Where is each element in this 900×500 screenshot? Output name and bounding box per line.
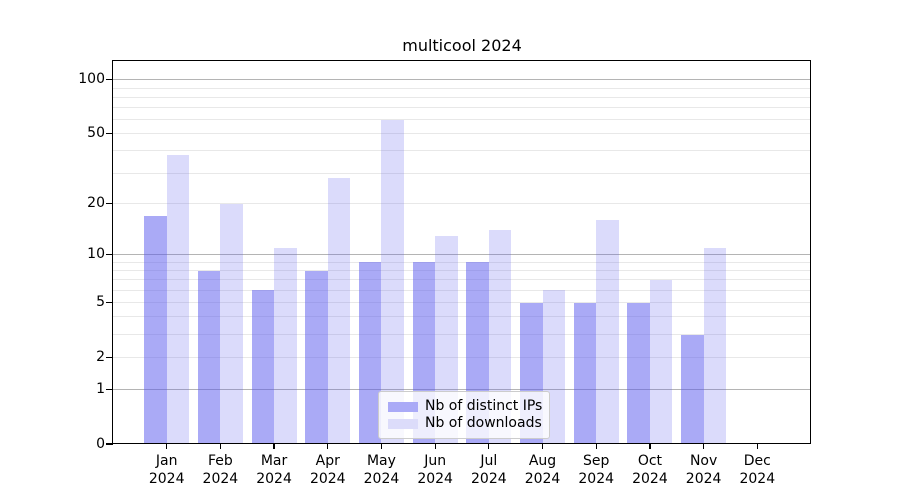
y-tick xyxy=(106,356,113,358)
bar-downloads-mar xyxy=(274,247,297,444)
x-tick-label: May 2024 xyxy=(363,453,400,487)
x-tick-label: Dec 2024 xyxy=(739,453,776,487)
x-tick-label: Oct 2024 xyxy=(632,453,668,487)
minor-gridline xyxy=(113,133,811,135)
legend-entry-downloads: Nb of downloads xyxy=(388,415,542,431)
y-tick-label: 10 xyxy=(87,246,105,263)
y-tick xyxy=(106,443,113,445)
y-tick xyxy=(106,301,113,304)
minor-gridline xyxy=(113,96,811,98)
y-tick-label: 20 xyxy=(87,195,105,212)
bar-distinct-ips-may xyxy=(358,262,382,444)
bar-downloads-jan xyxy=(166,154,190,444)
minor-gridline xyxy=(113,289,811,291)
minor-gridline xyxy=(113,261,811,263)
y-tick-label: 2 xyxy=(96,348,105,365)
y-tick-label: 100 xyxy=(78,71,105,88)
y-tick-label: 50 xyxy=(87,125,105,142)
legend-label-distinct-ips: Nb of distinct IPs xyxy=(425,398,543,414)
x-tick xyxy=(219,444,222,449)
bar-downloads-apr xyxy=(327,178,351,444)
x-tick xyxy=(327,444,329,449)
minor-gridline xyxy=(113,119,811,121)
x-tick-label: Jun 2024 xyxy=(417,453,453,487)
x-tick xyxy=(649,444,651,449)
x-tick xyxy=(702,444,705,449)
x-tick-label: Apr 2024 xyxy=(309,453,346,487)
y-tick xyxy=(106,254,113,256)
y-tick xyxy=(106,203,113,205)
bar-downloads-oct xyxy=(649,279,673,444)
bar-distinct-ips-apr xyxy=(305,270,328,444)
bar-distinct-ips-nov xyxy=(681,334,704,444)
y-tick-label: 1 xyxy=(96,380,105,397)
major-gridline xyxy=(113,254,811,256)
x-tick-label: Nov 2024 xyxy=(685,453,722,487)
minor-gridline xyxy=(113,172,811,174)
x-tick xyxy=(380,444,383,449)
x-tick xyxy=(273,444,275,449)
bar-downloads-jul xyxy=(488,230,512,444)
x-tick xyxy=(541,444,544,449)
plot-area xyxy=(113,61,811,444)
x-tick-label: Feb 2024 xyxy=(202,453,239,487)
x-tick xyxy=(166,444,168,449)
minor-gridline xyxy=(113,356,811,358)
bar-distinct-ips-jan xyxy=(144,215,167,444)
bar-distinct-ips-oct xyxy=(627,302,650,444)
legend-entry-distinct-ips: Nb of distinct IPs xyxy=(388,398,543,414)
y-tick xyxy=(106,388,113,390)
minor-gridline xyxy=(113,334,811,336)
y-tick-label: 5 xyxy=(96,294,105,311)
minor-gridline xyxy=(113,203,811,205)
bar-distinct-ips-mar xyxy=(251,290,275,444)
minor-gridline xyxy=(113,150,811,152)
major-gridline xyxy=(113,388,811,390)
y-tick-label: 0 xyxy=(96,435,105,452)
bar-distinct-ips-feb xyxy=(197,270,221,444)
bar-downloads-sep xyxy=(596,220,619,444)
minor-gridline xyxy=(113,270,811,272)
x-tick-label: Mar 2024 xyxy=(256,453,292,487)
minor-gridline xyxy=(113,87,811,89)
x-tick-label: Jan 2024 xyxy=(148,453,185,487)
minor-gridline xyxy=(113,316,811,318)
bar-downloads-nov xyxy=(703,247,727,444)
bar-downloads-feb xyxy=(220,203,243,444)
x-tick-label: Aug 2024 xyxy=(524,453,561,487)
minor-gridline xyxy=(113,107,811,109)
x-tick xyxy=(434,444,436,449)
y-tick xyxy=(106,133,113,135)
x-tick-label: Jul 2024 xyxy=(471,453,507,487)
x-tick xyxy=(756,444,758,449)
major-gridline xyxy=(113,79,811,81)
minor-gridline xyxy=(113,302,811,304)
bar-downloads-may xyxy=(381,119,404,444)
x-tick xyxy=(488,444,490,449)
x-tick-label: Sep 2024 xyxy=(578,453,615,487)
legend-swatch-distinct-ips xyxy=(388,401,418,412)
minor-gridline xyxy=(113,279,811,281)
legend-label-downloads: Nb of downloads xyxy=(425,415,542,431)
bar-distinct-ips-sep xyxy=(573,302,597,444)
x-tick xyxy=(595,444,597,449)
y-tick xyxy=(106,79,113,81)
legend-swatch-downloads xyxy=(388,418,418,429)
legend: Nb of distinct IPs Nb of downloads xyxy=(378,391,550,439)
chart-title: multicool 2024 xyxy=(402,36,522,55)
